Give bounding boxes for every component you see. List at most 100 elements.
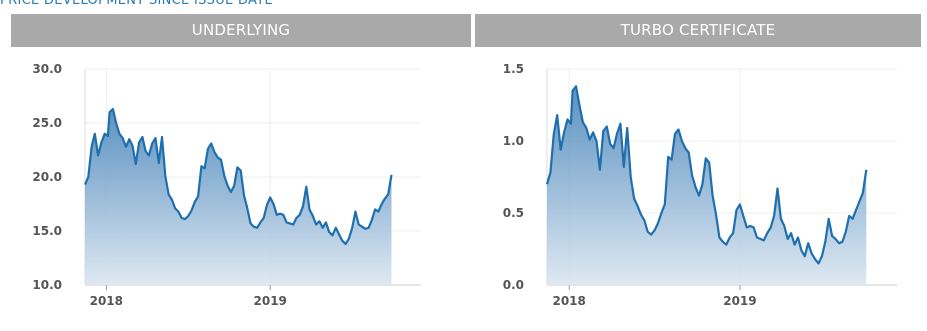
data-point[interactable] [577,103,582,108]
data-point[interactable] [222,173,227,178]
data-point[interactable] [271,202,276,207]
data-point[interactable] [621,164,626,169]
data-point[interactable] [268,195,273,200]
data-point[interactable] [219,157,224,162]
data-point[interactable] [166,192,171,197]
data-point[interactable] [655,221,660,226]
data-point[interactable] [802,254,807,259]
data-point[interactable] [232,183,237,188]
data-point[interactable] [255,225,260,230]
data-point[interactable] [117,131,122,136]
data-point[interactable] [700,182,705,187]
data-point[interactable] [202,166,207,171]
data-point[interactable] [330,233,335,238]
data-point[interactable] [258,220,263,225]
data-point[interactable] [608,141,613,146]
data-point[interactable] [386,192,391,197]
data-point[interactable] [857,199,862,204]
data-point[interactable] [724,242,729,247]
data-point[interactable] [153,136,158,141]
data-point[interactable] [297,212,302,217]
data-point[interactable] [765,231,770,236]
data-point[interactable] [731,231,736,236]
data-point[interactable] [833,236,838,241]
data-point[interactable] [792,242,797,247]
data-point[interactable] [799,248,804,253]
data-point[interactable] [89,144,94,149]
data-point[interactable] [840,239,845,244]
data-point[interactable] [690,173,695,178]
data-point[interactable] [782,223,787,228]
data-point[interactable] [555,113,560,118]
data-point[interactable] [584,126,589,131]
data-point[interactable] [209,141,214,146]
data-point[interactable] [635,203,640,208]
data-point[interactable] [703,156,708,161]
data-point[interactable] [714,212,719,217]
data-point[interactable] [261,216,266,221]
data-point[interactable] [123,144,128,149]
data-point[interactable] [186,213,191,218]
data-point[interactable] [146,153,151,158]
data-point[interactable] [114,121,119,126]
data-point[interactable] [212,150,217,155]
data-point[interactable] [320,225,325,230]
data-point[interactable] [192,199,197,204]
data-point[interactable] [659,211,664,216]
data-point[interactable] [642,218,647,223]
data-point[interactable] [86,175,91,180]
data-point[interactable] [809,251,814,256]
data-point[interactable] [638,212,643,217]
data-point[interactable] [628,175,633,180]
data-point[interactable] [110,106,115,111]
data-point[interactable] [662,202,667,207]
data-point[interactable] [369,218,374,223]
data-point[interactable] [562,130,567,135]
data-point[interactable] [169,197,174,202]
data-point[interactable] [238,168,243,173]
data-point[interactable] [130,143,135,148]
data-point[interactable] [304,184,309,189]
data-point[interactable] [594,139,599,144]
data-point[interactable] [649,232,654,237]
data-point[interactable] [264,203,269,208]
data-point[interactable] [160,135,165,140]
data-point[interactable] [789,231,794,236]
data-point[interactable] [143,149,148,154]
data-point[interactable] [83,182,88,187]
data-point[interactable] [819,254,824,259]
data-point[interactable] [580,120,585,125]
data-point[interactable] [604,124,609,129]
data-point[interactable] [761,238,766,243]
data-point[interactable] [545,182,550,187]
data-point[interactable] [133,162,138,167]
data-point[interactable] [570,88,575,93]
data-point[interactable] [176,209,181,214]
data-point[interactable] [127,137,132,142]
data-point[interactable] [205,146,210,151]
data-point[interactable] [337,232,342,237]
data-point[interactable] [300,204,305,209]
data-point[interactable] [597,167,602,172]
data-point[interactable] [551,131,556,136]
data-point[interactable] [601,128,606,133]
data-point[interactable] [245,206,250,211]
data-point[interactable] [669,157,674,162]
data-point[interactable] [568,121,573,126]
data-point[interactable] [228,190,233,195]
data-point[interactable] [120,136,125,141]
data-point[interactable] [366,225,371,230]
data-point[interactable] [727,235,732,240]
data-point[interactable] [611,146,616,151]
data-point[interactable] [281,212,286,217]
data-point[interactable] [632,196,637,201]
data-point[interactable] [795,235,800,240]
data-point[interactable] [717,235,722,240]
data-point[interactable] [864,167,869,172]
data-point[interactable] [679,139,684,144]
data-point[interactable] [813,257,818,262]
data-point[interactable] [140,135,145,140]
data-point[interactable] [189,208,194,213]
data-point[interactable] [785,236,790,241]
data-point[interactable] [105,133,110,138]
